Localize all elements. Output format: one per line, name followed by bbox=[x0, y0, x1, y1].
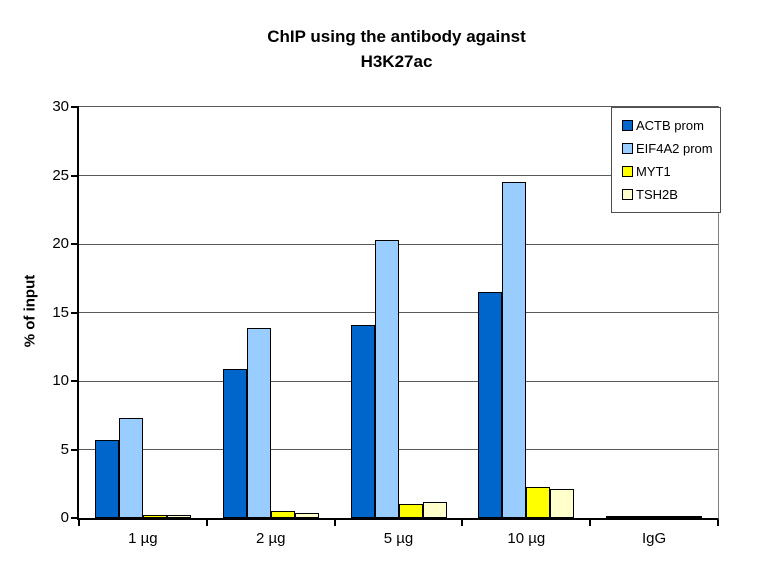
bar-myt1-10-g bbox=[526, 486, 551, 518]
legend-label: MYT1 bbox=[636, 164, 671, 179]
y-tick-10 bbox=[71, 380, 79, 382]
y-tick-0 bbox=[71, 517, 79, 519]
y-tick-5 bbox=[71, 448, 79, 451]
legend-item-myt1: MYT1 bbox=[622, 164, 720, 179]
y-tick-label-15: 15 bbox=[52, 303, 69, 321]
bar-eif4a2-prom-10-g bbox=[502, 182, 527, 518]
y-tick-label-20: 20 bbox=[52, 235, 69, 252]
y-tick-30 bbox=[71, 106, 79, 108]
legend-swatch-eif4a2-prom bbox=[622, 143, 633, 154]
x-tick-5 bbox=[717, 520, 719, 526]
legend-swatch-actb-prom bbox=[622, 120, 633, 131]
bar-tsh2b-5-g bbox=[422, 501, 447, 518]
gridline-5 bbox=[79, 449, 718, 450]
gridline-10 bbox=[79, 380, 718, 382]
x-axis-label-5-g: 5 µg bbox=[383, 530, 414, 547]
bar-tsh2b-1-g bbox=[166, 514, 191, 518]
legend-item-eif4a2-prom: EIF4A2 prom bbox=[622, 141, 720, 156]
gridline-15 bbox=[79, 312, 718, 313]
bar-actb-prom-10-g bbox=[478, 291, 503, 518]
legend-label: TSH2B bbox=[636, 187, 678, 202]
bar-actb-prom-5-g bbox=[350, 324, 375, 518]
y-tick-25 bbox=[71, 174, 79, 177]
bar-tsh2b-10-g bbox=[550, 488, 575, 518]
bar-myt1-1-g bbox=[142, 515, 167, 518]
x-tick-3 bbox=[461, 520, 464, 526]
bar-eif4a2-prom-igg bbox=[630, 516, 655, 518]
legend-label: ACTB prom bbox=[636, 118, 704, 133]
x-axis-label-10-g: 10 µg bbox=[507, 530, 546, 547]
x-axis-label-2-g: 2 µg bbox=[255, 530, 286, 547]
legend-item-actb-prom: ACTB prom bbox=[622, 118, 720, 133]
bar-myt1-igg bbox=[654, 516, 679, 518]
chart-title: ChIP using the antibody against H3K27ac bbox=[267, 27, 526, 71]
x-tick-2 bbox=[333, 520, 336, 526]
legend-item-tsh2b: TSH2B bbox=[622, 187, 720, 202]
y-tick-label-10: 10 bbox=[52, 372, 69, 389]
legend-swatch-tsh2b bbox=[622, 189, 633, 200]
y-tick-label-25: 25 bbox=[52, 166, 69, 184]
x-tick-1 bbox=[205, 520, 208, 526]
x-axis-label-1-g: 1 µg bbox=[128, 530, 158, 547]
x-tick-0 bbox=[78, 520, 80, 526]
bar-actb-prom-2-g bbox=[222, 368, 247, 518]
legend: ACTB prom EIF4A2 prom MYT1 TSH2B bbox=[611, 107, 721, 213]
bar-tsh2b-igg bbox=[678, 516, 703, 518]
bar-myt1-5-g bbox=[398, 504, 423, 518]
x-tick-4 bbox=[589, 520, 592, 526]
gridline-25 bbox=[79, 175, 718, 176]
y-tick-label-30: 30 bbox=[52, 98, 69, 115]
y-tick-20 bbox=[71, 243, 79, 245]
y-tick-label-5: 5 bbox=[60, 440, 69, 458]
gridline-20 bbox=[79, 243, 718, 245]
x-axis-label-igg: IgG bbox=[641, 530, 667, 547]
bar-eif4a2-prom-2-g bbox=[246, 327, 271, 518]
y-tick-label-0: 0 bbox=[60, 509, 69, 526]
y-tick-15 bbox=[71, 311, 79, 314]
bar-tsh2b-2-g bbox=[294, 513, 319, 518]
bar-eif4a2-prom-5-g bbox=[374, 239, 399, 518]
bar-eif4a2-prom-1-g bbox=[118, 418, 143, 518]
bar-myt1-2-g bbox=[270, 511, 295, 518]
bar-actb-prom-1-g bbox=[94, 439, 119, 518]
legend-label: EIF4A2 prom bbox=[636, 141, 713, 156]
bar-actb-prom-igg bbox=[606, 515, 631, 518]
legend-swatch-myt1 bbox=[622, 166, 633, 177]
